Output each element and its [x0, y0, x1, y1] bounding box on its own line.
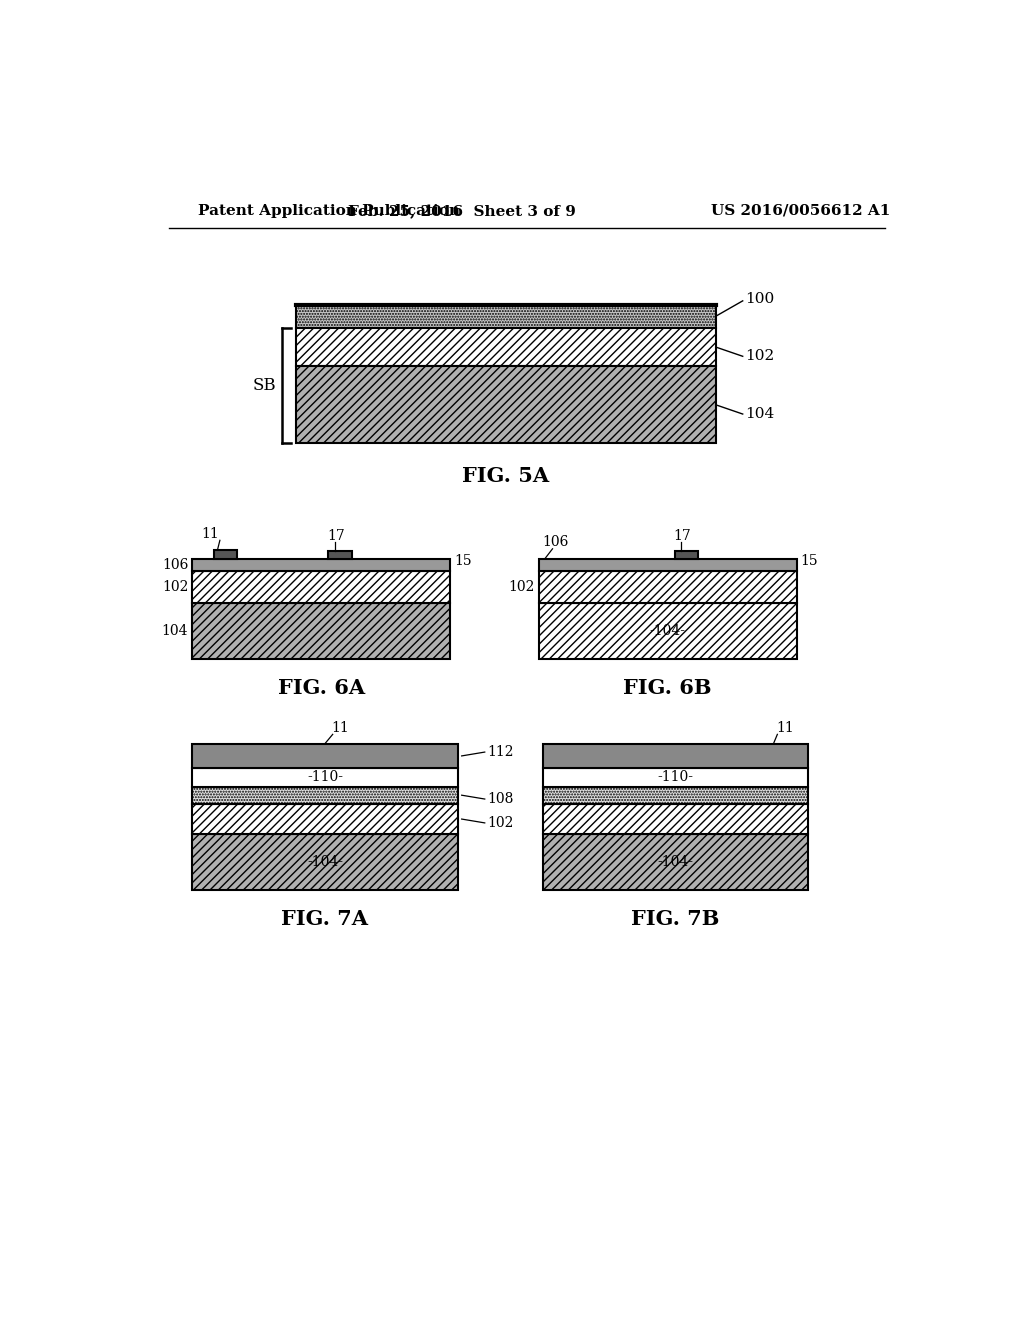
Bar [193, 834, 458, 890]
Text: 104: 104 [745, 407, 774, 421]
Bar [193, 804, 458, 834]
Bar [543, 743, 808, 768]
Bar [214, 549, 237, 558]
Text: 11: 11 [332, 721, 349, 735]
Text: 17: 17 [674, 529, 691, 543]
Text: 11: 11 [776, 721, 794, 735]
Text: 15: 15 [801, 554, 818, 568]
Bar [675, 552, 698, 558]
Bar [193, 743, 458, 768]
Text: -110-: -110- [657, 771, 693, 784]
Text: Patent Application Publication: Patent Application Publication [199, 203, 461, 218]
Bar [296, 305, 716, 327]
Bar [193, 787, 458, 804]
Bar [193, 603, 451, 659]
Text: 102: 102 [162, 581, 188, 594]
Bar [543, 768, 808, 787]
Bar [539, 558, 797, 572]
Bar [539, 572, 797, 603]
Bar [543, 834, 808, 890]
Bar [296, 367, 716, 444]
Text: 102: 102 [487, 816, 513, 830]
Text: 108: 108 [487, 792, 513, 807]
Text: -110-: -110- [307, 771, 343, 784]
Text: 104: 104 [162, 624, 188, 638]
Text: FIG. 6B: FIG. 6B [624, 678, 712, 698]
Text: SB: SB [253, 378, 276, 395]
Text: FIG. 6A: FIG. 6A [278, 678, 365, 698]
Text: US 2016/0056612 A1: US 2016/0056612 A1 [711, 203, 890, 218]
Text: 11: 11 [201, 527, 219, 541]
Text: FIG. 5A: FIG. 5A [463, 466, 550, 486]
Bar [193, 768, 458, 787]
Text: 15: 15 [454, 554, 472, 568]
Text: 106: 106 [543, 535, 569, 549]
Text: 100: 100 [745, 292, 774, 306]
Text: FIG. 7B: FIG. 7B [631, 909, 720, 929]
Text: -104-: -104- [657, 855, 693, 869]
Bar [296, 327, 716, 367]
Text: 112: 112 [487, 744, 514, 759]
Bar [329, 552, 351, 558]
Text: 17: 17 [328, 529, 345, 543]
Text: 102: 102 [745, 350, 774, 363]
Text: -104-: -104- [307, 855, 343, 869]
Text: 102: 102 [509, 581, 535, 594]
Bar [539, 603, 797, 659]
Bar [193, 558, 451, 572]
Text: 106: 106 [162, 558, 188, 572]
Text: FIG. 7A: FIG. 7A [282, 909, 369, 929]
Bar [193, 572, 451, 603]
Text: -104-: -104- [649, 624, 686, 638]
Text: Feb. 25, 2016  Sheet 3 of 9: Feb. 25, 2016 Sheet 3 of 9 [348, 203, 575, 218]
Bar [543, 804, 808, 834]
Bar [543, 787, 808, 804]
